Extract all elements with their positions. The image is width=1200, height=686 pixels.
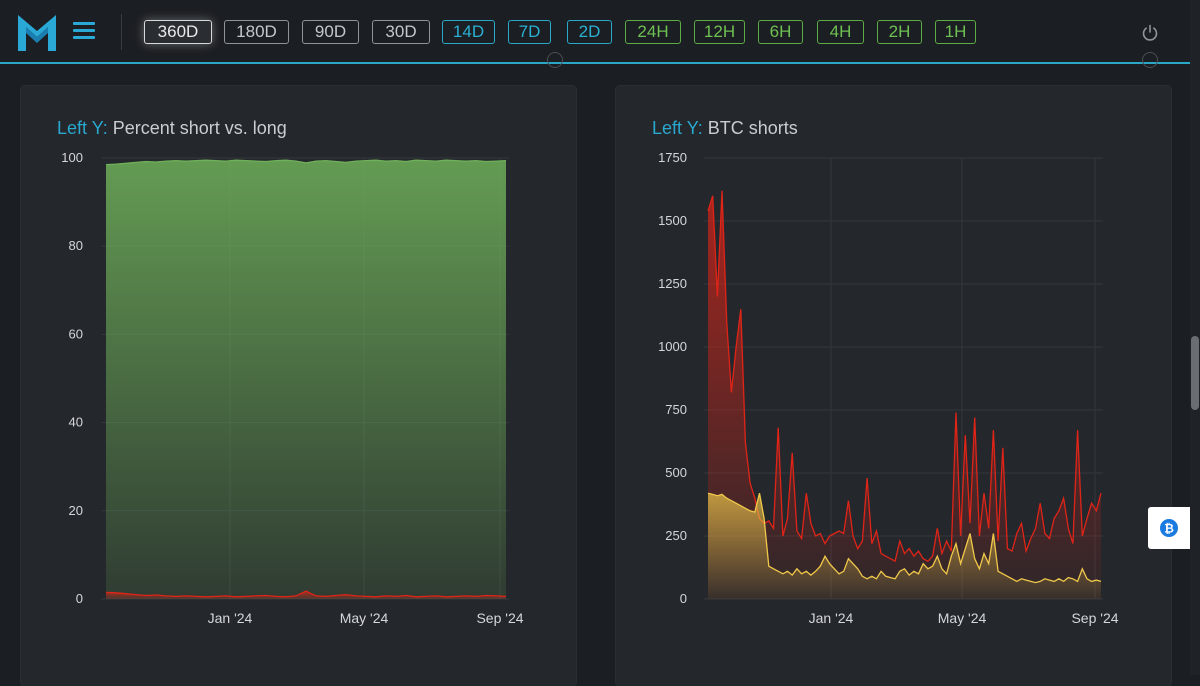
hamburger-menu-icon[interactable] — [73, 22, 95, 40]
y-tick-label: 1000 — [658, 339, 687, 354]
timeframe-button-90d[interactable]: 90D — [302, 20, 359, 44]
y-tick-label: 250 — [665, 528, 687, 543]
x-tick-label: Sep '24 — [1071, 610, 1118, 626]
y-tick-label: 750 — [665, 402, 687, 417]
y-tick-label: 1750 — [658, 150, 687, 165]
series-line — [707, 492, 1102, 584]
timeframe-button-30d[interactable]: 30D — [372, 20, 430, 44]
series-line — [105, 159, 507, 166]
x-tick-label: Jan '24 — [208, 610, 253, 626]
chart-title: Left Y: Percent short vs. long — [57, 118, 287, 139]
x-tick-label: Jan '24 — [809, 610, 854, 626]
x-tick-label: May '24 — [938, 610, 987, 626]
y-tick-label: 100 — [61, 150, 83, 165]
series-area — [708, 190, 1101, 600]
timeframe-button-7d[interactable]: 7D — [508, 20, 551, 44]
bitcoin-side-button[interactable]: ₿ — [1148, 507, 1190, 549]
y-tick-label: 20 — [69, 503, 83, 518]
svg-text:₿: ₿ — [1164, 522, 1174, 536]
x-tick-label: May '24 — [340, 610, 389, 626]
y-tick-label: 1500 — [658, 213, 687, 228]
y-tick-label: 1250 — [658, 276, 687, 291]
y-tick-label: 0 — [680, 591, 687, 606]
top-bar: 360D 180D 90D 30D 14D 7D 2D 24H 12H 6H 4H 2H 1H — [0, 0, 1200, 64]
btc-shorts-chart[interactable]: 0 250 500 750 1000 1250 1500 1750 Jan '24 May '24… — [616, 140, 1171, 640]
bitcoin-icon: ₿ — [1160, 519, 1178, 537]
y-tick-label: 500 — [665, 465, 687, 480]
y-tick-label: 80 — [69, 238, 83, 253]
timeframe-button-1h[interactable]: 1H — [935, 20, 976, 44]
series-line — [707, 190, 1102, 563]
scrollbar-thumb[interactable] — [1191, 336, 1199, 410]
info-icon[interactable] — [1142, 52, 1158, 68]
series-area — [708, 493, 1101, 599]
timeframe-button-2d[interactable]: 2D — [567, 20, 612, 44]
axis-label-text: Percent short vs. long — [112, 118, 287, 138]
series-area — [106, 160, 506, 599]
axis-label-text: BTC shorts — [707, 118, 798, 138]
axis-label-prefix: Left Y: — [57, 118, 108, 138]
x-tick-label: Sep '24 — [476, 610, 523, 626]
info-icon[interactable] — [547, 52, 563, 68]
power-icon[interactable] — [1141, 24, 1159, 42]
timeframe-button-360d[interactable]: 360D — [144, 20, 212, 44]
percent-short-long-chart[interactable]: 0 20 40 60 80 100 Jan '24 May '24 Sep '24 — [21, 140, 576, 640]
axis-label-prefix: Left Y: — [652, 118, 703, 138]
series-line — [105, 590, 507, 598]
timeframe-button-14d[interactable]: 14D — [442, 20, 495, 44]
chart-title: Left Y: BTC shorts — [652, 118, 798, 139]
toolbar-divider — [121, 14, 122, 50]
timeframe-button-180d[interactable]: 180D — [224, 20, 289, 44]
y-tick-label: 60 — [69, 326, 83, 341]
timeframe-button-4h[interactable]: 4H — [817, 20, 864, 44]
timeframe-button-12h[interactable]: 12H — [694, 20, 745, 44]
y-tick-label: 40 — [69, 415, 83, 430]
timeframe-button-2h[interactable]: 2H — [877, 20, 922, 44]
timeframe-button-6h[interactable]: 6H — [758, 20, 803, 44]
timeframe-button-24h[interactable]: 24H — [625, 20, 681, 44]
y-tick-label: 0 — [76, 591, 83, 606]
logo-icon[interactable] — [18, 15, 56, 51]
